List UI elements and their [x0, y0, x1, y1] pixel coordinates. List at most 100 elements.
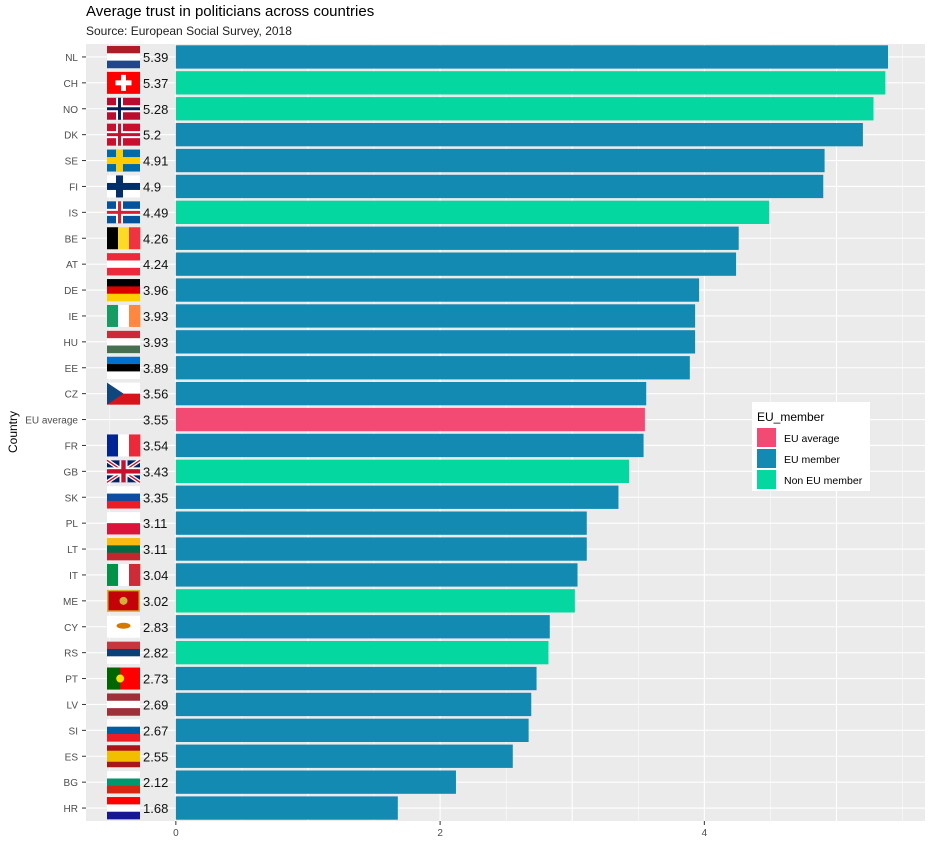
bar-si	[175, 718, 529, 743]
x-axis: 0 2 4	[173, 821, 708, 839]
flag-es-icon	[107, 745, 140, 768]
x-tick-label: 4	[702, 828, 708, 839]
chart-subtitle: Source: European Social Survey, 2018	[86, 24, 292, 38]
bar-lv	[175, 692, 532, 717]
y-tick-label: CY	[64, 623, 78, 634]
flag-si-icon	[107, 719, 140, 742]
flag-is-icon	[107, 201, 140, 224]
x-tick-label: 2	[437, 828, 443, 839]
value-label: 1.68	[143, 801, 168, 816]
flag-cz-icon	[107, 382, 140, 405]
legend-label: EU member	[784, 454, 841, 466]
bar-be	[175, 226, 739, 250]
flag-pt-icon	[107, 667, 140, 690]
value-label: 3.93	[143, 309, 168, 324]
bar-it	[175, 563, 578, 587]
flag-rs-icon	[107, 641, 140, 664]
legend-swatch	[757, 449, 776, 468]
flag-cy-icon	[107, 615, 140, 638]
value-label: 3.56	[143, 387, 168, 402]
value-label: 4.24	[143, 257, 168, 272]
flag-lt-icon	[107, 538, 140, 561]
y-tick-label: IT	[69, 571, 78, 582]
flag-sk-icon	[107, 486, 140, 509]
y-tick-label: IS	[69, 208, 79, 219]
flags	[105, 45, 142, 820]
bar-gb	[175, 459, 630, 484]
flag-gb-icon	[105, 458, 142, 485]
y-tick-label: SK	[65, 493, 79, 504]
value-label: 4.26	[143, 231, 168, 246]
bar-cz	[175, 381, 647, 406]
bar-hr	[175, 796, 398, 820]
bar-ie	[175, 304, 696, 328]
y-tick-label: SE	[65, 157, 79, 168]
value-label: 3.02	[143, 594, 168, 609]
flag-no-icon	[107, 97, 140, 120]
y-tick-label: BG	[64, 778, 79, 789]
value-label: 3.11	[143, 542, 167, 557]
flag-it-icon	[107, 563, 141, 586]
flag-lv-icon	[107, 693, 140, 716]
bar-es	[175, 744, 513, 768]
y-tick-label: CZ	[65, 390, 78, 401]
value-label: 4.91	[143, 154, 168, 169]
y-tick-label: GB	[64, 467, 79, 478]
y-tick-label: NO	[63, 105, 78, 116]
flag-at-icon	[107, 253, 140, 276]
flag-pl-icon	[107, 512, 140, 535]
bar-me	[175, 589, 575, 613]
y-tick-label: CH	[64, 79, 78, 90]
value-label: 2.55	[143, 749, 168, 764]
bar-cy	[175, 615, 550, 639]
bar-ch	[175, 71, 886, 95]
bar-sk	[175, 485, 619, 509]
y-tick-label: NL	[65, 53, 78, 64]
y-tick-label: IE	[69, 312, 79, 323]
value-labels: 5.39 5.37 5.28 5.2 4.91 4.9 4.49 4.26 4.24 3.96 3.…	[143, 50, 168, 816]
y-tick-label: EU average	[25, 416, 78, 427]
y-tick-label: DE	[64, 286, 78, 297]
bar-ee	[175, 356, 690, 380]
value-label: 4.9	[143, 179, 161, 194]
x-tick-label: 0	[173, 828, 179, 839]
y-tick-label: HR	[64, 804, 78, 815]
y-tick-label: LT	[67, 545, 78, 556]
flag-nl-icon	[107, 45, 140, 69]
bar-de	[175, 278, 700, 302]
bar-at	[175, 252, 737, 276]
y-tick-label: LV	[67, 700, 79, 711]
bar-is	[175, 200, 770, 225]
value-label: 3.89	[143, 361, 168, 376]
y-tick-label: SI	[69, 726, 78, 737]
bar-hu	[175, 330, 696, 354]
bar-se	[175, 148, 825, 173]
chart-title: Average trust in politicians across coun…	[86, 3, 374, 20]
legend-title: EU_member	[757, 410, 824, 424]
y-tick-label: FR	[65, 441, 78, 452]
y-tick-label: AT	[66, 260, 78, 271]
y-tick-label: DK	[64, 131, 78, 142]
y-tick-label: ME	[63, 597, 78, 608]
bar-eu-average	[175, 407, 645, 432]
y-tick-label: RS	[64, 649, 78, 660]
value-label: 3.93	[143, 335, 168, 350]
flag-fi-icon	[107, 175, 140, 198]
y-tick-label: EE	[65, 364, 79, 375]
flag-be-icon	[107, 227, 141, 250]
bar-rs	[175, 640, 549, 665]
value-label: 5.2	[143, 128, 161, 143]
bar-no	[175, 97, 874, 121]
flag-me-icon	[107, 589, 140, 612]
y-tick-label: BE	[65, 234, 79, 245]
flag-bg-icon	[107, 771, 140, 794]
y-tick-label: PT	[65, 675, 78, 686]
y-tick-label: HU	[64, 338, 78, 349]
value-label: 3.11	[143, 516, 167, 531]
legend-swatch	[757, 428, 776, 447]
y-tick-label: PL	[66, 519, 79, 530]
value-label: 3.43	[143, 464, 168, 479]
legend-label: EU average	[784, 433, 840, 445]
value-label: 2.73	[143, 672, 168, 687]
